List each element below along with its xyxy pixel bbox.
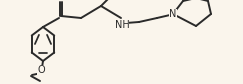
Text: NH: NH	[115, 20, 129, 30]
Text: N: N	[169, 9, 177, 19]
Text: O: O	[58, 0, 66, 1]
Text: O: O	[37, 65, 45, 75]
